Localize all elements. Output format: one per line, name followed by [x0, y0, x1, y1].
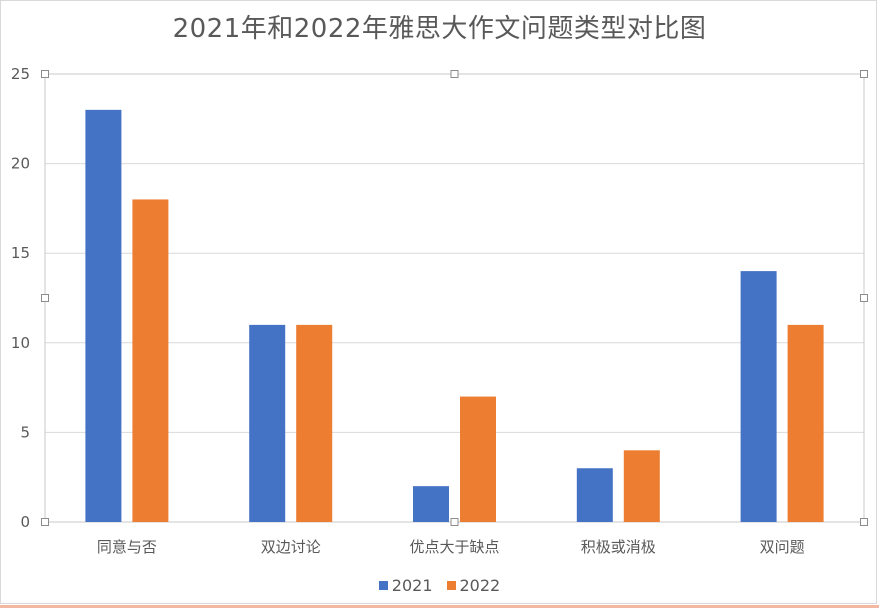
selection-handle-6 — [450, 518, 459, 526]
y-tick-label-1: 5 — [20, 423, 30, 441]
legend-label-2021: 2021 — [391, 576, 433, 595]
selection-handle-7 — [860, 518, 868, 526]
bar-2021-0 — [85, 109, 122, 522]
bar-2022-2 — [460, 396, 496, 522]
bar-2022-0 — [132, 199, 169, 522]
chart-title: 2021年和2022年雅思大作文问题类型对比图 — [172, 14, 707, 44]
bar-2021-2 — [413, 486, 449, 522]
bar-2022-1 — [296, 324, 333, 522]
x-tick-label-3: 积极或消极 — [581, 538, 656, 556]
y-tick-label-2: 10 — [11, 334, 30, 352]
y-tick-label-0: 0 — [20, 513, 30, 531]
selection-handle-5 — [41, 518, 49, 526]
y-tick-label-3: 15 — [11, 244, 30, 262]
selection-handle-1 — [450, 70, 459, 78]
bottom-accent-line — [0, 605, 879, 608]
bar-2022-3 — [623, 450, 660, 522]
selection-handle-0 — [41, 70, 49, 78]
bar-2022-4 — [787, 324, 824, 522]
chart-legend: 2021 2022 — [0, 576, 879, 595]
selection-handle-4 — [860, 294, 868, 302]
x-tick-label-2: 优点大于缺点 — [409, 538, 499, 556]
legend-swatch-2022 — [446, 581, 456, 590]
legend-label-2022: 2022 — [459, 576, 501, 595]
y-tick-label-4: 20 — [11, 155, 30, 173]
bar-2021-3 — [576, 468, 613, 522]
selection-handle-3 — [41, 294, 49, 302]
legend-item-2021: 2021 — [378, 576, 433, 595]
legend-swatch-2021 — [378, 581, 388, 590]
y-tick-label-5: 25 — [11, 65, 30, 83]
x-tick-label-4: 双问题 — [760, 538, 805, 556]
legend-item-2022: 2022 — [446, 576, 501, 595]
x-tick-label-0: 同意与否 — [97, 538, 157, 556]
bar-2021-4 — [740, 271, 777, 522]
x-tick-label-1: 双边讨论 — [261, 538, 321, 556]
bar-2021-1 — [249, 324, 286, 522]
selection-handle-2 — [860, 70, 868, 78]
